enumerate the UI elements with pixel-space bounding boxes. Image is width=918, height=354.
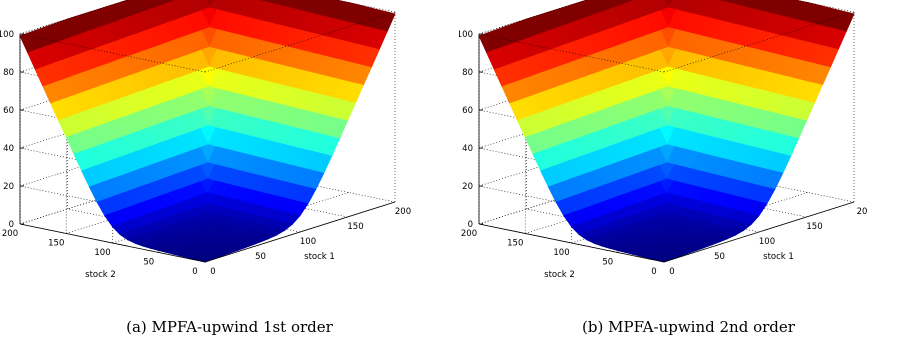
z-tick-label: 0 (9, 220, 14, 230)
z-tick-label: 40 (3, 144, 14, 154)
surface-cell (205, 0, 214, 9)
x-tick-label: 100 (300, 237, 316, 247)
x-axis-line (204, 201, 396, 263)
z-tick-label: 100 (459, 30, 473, 40)
surface-chart-b: 02040608010005010015020050100150200optio… (459, 0, 868, 280)
surface-cell (664, 0, 673, 9)
y-tick-label: 0 (192, 267, 197, 277)
caption-b: (b) MPFA-upwind 2nd order (582, 318, 795, 336)
y-tick-label: 150 (48, 239, 64, 249)
box-edge (478, 0, 588, 35)
x-axis-line (663, 201, 855, 263)
z-tick-label: 60 (3, 106, 14, 116)
z-tick-label: 80 (3, 68, 14, 78)
z-tick-label: 80 (462, 68, 473, 78)
z-tick-label: 20 (3, 182, 14, 192)
caption-a: (a) MPFA-upwind 1st order (126, 318, 333, 336)
box-edge (204, 11, 396, 73)
y-axis-label: stock 2 (85, 270, 116, 280)
y-tick-label: 50 (143, 258, 154, 268)
x-tick-label: 200 (395, 207, 411, 217)
z-tick-label: 100 (0, 30, 14, 40)
y-tick-label: 0 (651, 267, 656, 277)
x-axis-label: stock 1 (763, 252, 794, 262)
x-tick-label: 20 (857, 207, 868, 217)
box-edge (19, 0, 129, 35)
y-tick-label: 200 (461, 229, 477, 239)
x-tick-label: 100 (759, 237, 775, 247)
x-tick-label: 150 (347, 222, 363, 232)
surface (19, 0, 396, 263)
y-tick-label: 50 (602, 258, 613, 268)
y-tick-label: 100 (553, 248, 569, 258)
y-axis-line (19, 223, 206, 263)
z-tick-label: 20 (462, 182, 473, 192)
y-tick-label: 200 (2, 229, 18, 239)
surface-chart-a: 020406080100050100150200050100150200opti… (0, 0, 411, 280)
y-tick-label: 100 (94, 248, 110, 258)
box-edge (663, 11, 855, 73)
x-tick-label: 50 (714, 252, 725, 262)
y-axis-line (478, 223, 665, 263)
z-tick-label: 0 (468, 220, 473, 230)
x-tick-label: 0 (669, 267, 674, 277)
y-tick-label: 150 (507, 239, 523, 249)
y-axis-label: stock 2 (544, 270, 575, 280)
x-axis-label: stock 1 (304, 252, 335, 262)
z-tick-label: 60 (462, 106, 473, 116)
x-tick-label: 150 (806, 222, 822, 232)
z-tick-label: 40 (462, 144, 473, 154)
x-tick-label: 50 (255, 252, 266, 262)
x-tick-label: 0 (210, 267, 215, 277)
surface (478, 0, 855, 263)
